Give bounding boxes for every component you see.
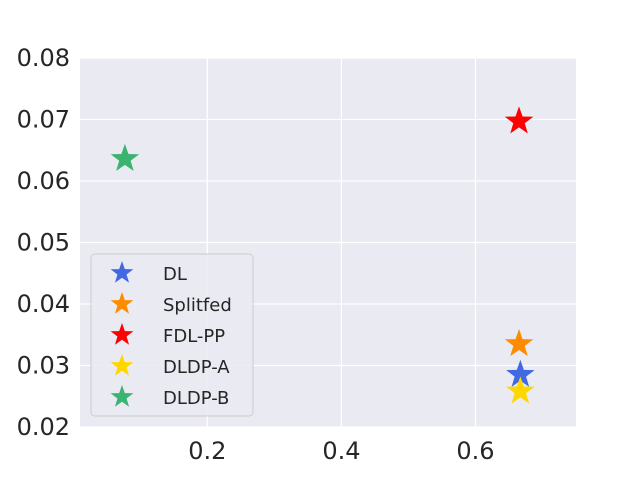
x-tick-label: 0.6	[456, 437, 494, 465]
point-splitfed	[504, 328, 534, 357]
legend-marker	[110, 385, 134, 407]
point-dldp-b	[110, 143, 140, 171]
legend-label: DLDP-B	[163, 388, 229, 409]
legend-label: Splitfed	[163, 295, 232, 316]
y-tick-label: 0.08	[17, 44, 70, 72]
point-dl	[506, 359, 535, 387]
legend-marker	[110, 323, 134, 345]
y-tick-label: 0.05	[17, 229, 70, 257]
y-tick-label: 0.04	[17, 290, 70, 318]
legend-label: FDL-PP	[163, 326, 225, 347]
legend-marker	[110, 261, 134, 283]
data-points	[110, 106, 535, 404]
legend-label: DL	[163, 264, 187, 285]
legend-box	[90, 253, 254, 417]
point-dldp-a	[506, 376, 535, 404]
legend-label: DLDP-A	[163, 357, 230, 378]
y-tick-label: 0.03	[17, 352, 70, 380]
legend: DL Splitfed FDL-PP DLDP-A DLDP-B	[90, 253, 254, 417]
y-tick-label: 0.06	[17, 167, 70, 195]
x-axis-ticks: 0.2 0.4 0.6	[188, 437, 494, 465]
x-tick-label: 0.2	[188, 437, 226, 465]
x-tick-label: 0.4	[322, 437, 360, 465]
legend-marker	[110, 354, 134, 376]
point-fdl-pp	[504, 106, 534, 134]
y-tick-label: 0.07	[17, 106, 70, 134]
legend-marker	[110, 292, 134, 314]
y-axis-ticks: 0.02 0.03 0.04 0.05 0.06 0.07 0.08	[17, 44, 70, 441]
y-tick-label: 0.02	[17, 413, 70, 441]
